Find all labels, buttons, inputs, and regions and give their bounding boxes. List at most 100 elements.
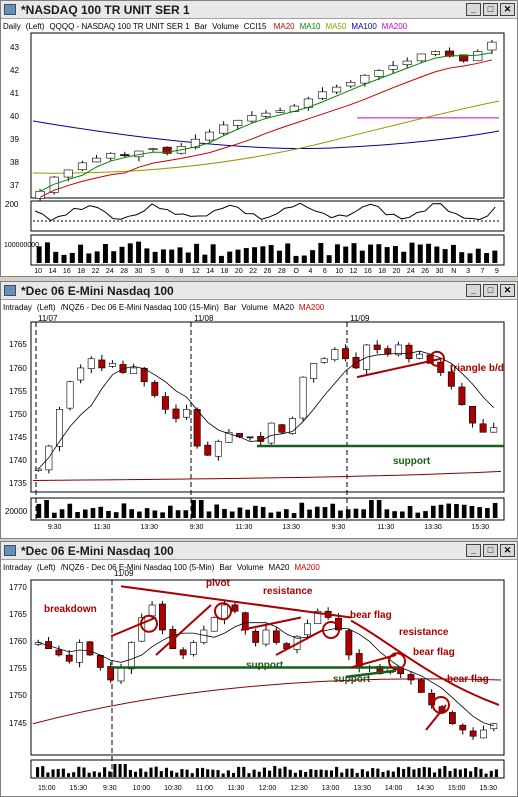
candle-body	[384, 348, 392, 355]
time-tick: 6	[323, 268, 327, 275]
candle-body	[394, 344, 402, 356]
volume-bar	[154, 766, 158, 777]
maximize-button[interactable]: □	[483, 3, 498, 16]
header-style: Bar	[223, 303, 237, 312]
pattern-circle	[432, 696, 450, 714]
volume-bar	[412, 769, 416, 777]
header-interval: Daily	[3, 22, 21, 31]
volume-bar	[82, 509, 88, 518]
volume-bar	[97, 772, 101, 777]
ma200-line	[32, 678, 502, 725]
daily-candle-body	[63, 169, 73, 178]
time-axis: 10 14 16 18 22 24 28 30 S 6 8 12 14 18 20 22 26 28 O 4 6 10 12…	[34, 268, 499, 275]
volume-bar	[402, 768, 406, 777]
maximize-button[interactable]: □	[483, 284, 498, 297]
volume-bar	[276, 250, 282, 263]
volume-bar	[324, 770, 328, 777]
ma100-label: MA100	[351, 22, 377, 31]
price-tick: 1740	[9, 456, 27, 465]
header-symbol: /NQZ6 - Dec 06 E-Mini Nasdaq 100 (5-Min)	[60, 563, 215, 572]
candle-body	[267, 422, 275, 444]
volume-pane	[30, 759, 505, 779]
window-titlebar[interactable]: *Dec 06 E-Mini Nasdaq 100 _ □ ✕	[1, 282, 517, 300]
resistance-curve	[350, 619, 500, 706]
window-titlebar[interactable]: *Dec 06 E-Mini Nasdaq 100 _ □ ✕	[1, 542, 517, 560]
header-volume: Volume	[212, 22, 239, 31]
header-volume: Volume	[236, 563, 264, 572]
close-button[interactable]: ✕	[500, 3, 515, 16]
candle-body	[304, 623, 311, 636]
time-tick: 20	[235, 268, 243, 275]
volume-bar	[285, 243, 291, 263]
time-tick: 30	[135, 268, 143, 275]
time-tick: 18	[221, 268, 229, 275]
volume-bar	[69, 252, 75, 263]
volume-bar	[361, 509, 366, 518]
breakdown-label: breakdown	[44, 604, 97, 615]
daily-candle-body	[148, 148, 158, 150]
volume-bar	[330, 503, 336, 518]
pattern-circle	[214, 602, 232, 621]
candle-body	[87, 358, 95, 369]
volume-bar	[113, 512, 119, 518]
pivot-label: pivot	[206, 578, 231, 589]
daily-candle-body	[120, 154, 130, 157]
pattern-circle	[322, 621, 340, 639]
volume-bar	[111, 251, 117, 263]
volume-bar	[170, 770, 174, 777]
volume-bar	[318, 242, 324, 263]
time-tick: N	[451, 268, 456, 275]
candle-body	[193, 409, 201, 447]
volume-bar	[340, 772, 344, 777]
volume-bar	[103, 767, 107, 777]
volume-bar	[168, 505, 173, 518]
window-titlebar[interactable]: *NASDAQ 100 TR UNIT SER 1 _ □ ✕	[1, 1, 517, 19]
volume-pane	[30, 234, 505, 266]
support-line-2	[345, 669, 397, 679]
time-tick: 13:30	[140, 524, 158, 531]
volume-bar	[314, 769, 318, 777]
ma20-label: MA20	[273, 22, 295, 31]
candle-body	[331, 349, 339, 361]
volume-bar	[459, 252, 465, 263]
volume-bar	[94, 251, 100, 263]
volume-bar	[446, 503, 452, 518]
volume-bar	[144, 508, 150, 518]
ma200-label: MA200	[294, 563, 320, 572]
volume-bar	[36, 246, 42, 263]
time-tick: 12	[192, 268, 200, 275]
candle-body	[179, 649, 187, 656]
time-tick: 10:30	[164, 785, 182, 792]
minimize-button[interactable]: _	[466, 3, 481, 16]
candle-body	[417, 679, 425, 693]
time-tick: 14	[49, 268, 57, 275]
volume-bar	[335, 766, 339, 777]
time-tick: 11:00	[196, 785, 213, 792]
candle-body	[221, 604, 228, 620]
time-tick: 7	[481, 268, 485, 275]
close-button[interactable]: ✕	[500, 284, 515, 297]
volume-bar	[185, 252, 191, 263]
volume-bar	[222, 508, 227, 518]
volume-bar	[293, 255, 299, 263]
volume-bar	[392, 246, 398, 263]
minimize-button[interactable]: _	[466, 284, 481, 297]
volume-bar	[400, 511, 405, 518]
volume-bar	[492, 502, 498, 518]
volume-bar	[407, 766, 411, 777]
candle-body	[130, 367, 138, 374]
ma200-line	[32, 470, 502, 482]
date-mark: 11/07	[38, 314, 58, 323]
maximize-button[interactable]: □	[483, 544, 498, 557]
daily-candle-body	[77, 162, 87, 170]
volume-bar	[160, 249, 166, 263]
time-axis: 15:00 15:30 9:30 10:00 10:30 11:00 11:30 12:00 1…	[38, 785, 497, 792]
volume-bar	[231, 772, 236, 777]
close-button[interactable]: ✕	[500, 544, 515, 557]
candle-body	[288, 418, 296, 434]
volume-bar	[169, 249, 175, 263]
minimize-button[interactable]: _	[466, 544, 481, 557]
candle-body	[480, 729, 487, 739]
volume-bar	[345, 509, 351, 518]
daily-candle-body	[374, 70, 384, 77]
